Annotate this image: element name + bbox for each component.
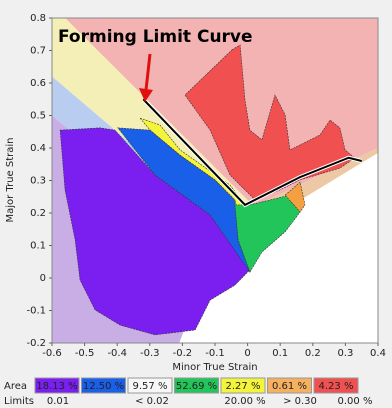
area-label: Area <box>4 381 27 392</box>
area-cell <box>174 377 219 394</box>
limits-label: Limits <box>4 396 34 407</box>
plot-layer <box>52 18 378 343</box>
area-cell <box>220 377 266 394</box>
y-tick-label: -0.2 <box>26 338 46 349</box>
area-value: 2.27 % <box>226 381 261 392</box>
y-tick-label: 0.6 <box>30 78 46 89</box>
forming-limit-curve <box>142 98 362 207</box>
strain-region <box>284 181 306 213</box>
area-cell <box>34 377 80 394</box>
y-tick-label: 0.2 <box>30 208 46 219</box>
area-cell <box>81 377 126 394</box>
limit-value: 20.00 % <box>224 396 265 407</box>
x-tick-label: -0.6 <box>42 348 62 359</box>
x-tick-label: 0.3 <box>337 348 353 359</box>
y-tick-label: 0.1 <box>30 241 46 252</box>
area-value: 9.57 % <box>133 381 168 392</box>
y-tick-label: 0.5 <box>30 111 46 122</box>
y-tick-label: 0.7 <box>30 46 46 57</box>
y-tick-label: -0.1 <box>26 306 46 317</box>
area-value: 0.61 % <box>272 381 307 392</box>
area-value: 12.50 % <box>83 381 124 392</box>
x-tick-label: 0.4 <box>370 348 386 359</box>
strain-region <box>59 127 251 336</box>
x-tick-label: -0.4 <box>107 348 127 359</box>
x-tick-label: -0.1 <box>205 348 225 359</box>
x-tick-label: 0.1 <box>272 348 288 359</box>
limit-value: 0.01 <box>47 396 69 407</box>
area-cell <box>313 377 359 394</box>
limit-value: 0.00 % <box>338 396 373 407</box>
x-axis-title: Minor True Strain <box>172 362 257 373</box>
x-tick-label: -0.3 <box>140 348 160 359</box>
x-tick-label: -0.5 <box>75 348 95 359</box>
area-value: 18.13 % <box>36 381 77 392</box>
x-tick-label: -0.2 <box>173 348 193 359</box>
y-tick-label: 0.4 <box>30 143 46 154</box>
area-value: 52.69 % <box>176 381 217 392</box>
strain-region <box>184 44 356 201</box>
x-tick-label: 0 <box>244 348 250 359</box>
y-axis-title: Major True Strain <box>5 138 16 223</box>
y-tick-label: 0.3 <box>30 176 46 187</box>
area-value: 4.23 % <box>319 381 354 392</box>
limit-value: > 0.30 <box>283 396 317 407</box>
annotation-arrowhead <box>139 88 153 102</box>
strain-region <box>234 194 301 273</box>
y-tick-label: 0 <box>40 273 46 284</box>
area-cell <box>267 377 312 394</box>
annotation-arrow <box>144 53 152 91</box>
area-cell <box>127 377 173 394</box>
annotation: Forming Limit Curve <box>58 27 253 47</box>
limit-value: < 0.02 <box>135 396 169 407</box>
y-tick-label: 0.8 <box>30 13 46 24</box>
x-tick-label: 0.2 <box>305 348 321 359</box>
